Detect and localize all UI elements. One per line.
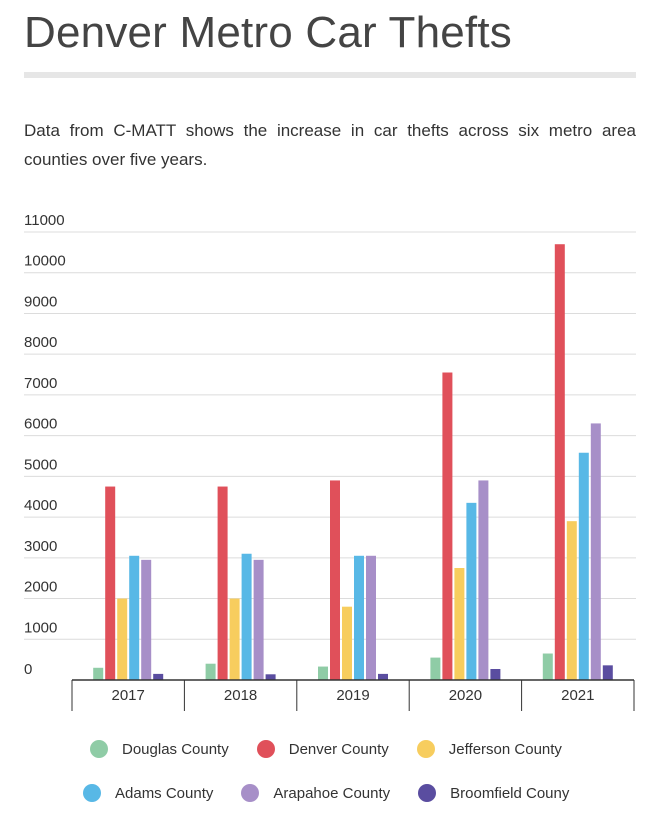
legend-swatch [241,784,260,802]
legend-item: Douglas County [90,740,229,758]
bar [117,598,128,680]
y-tick-label: 10000 [24,253,66,270]
bar [490,669,501,680]
bar [454,568,465,680]
bar [318,666,328,680]
bar [430,657,441,680]
bar [253,559,264,680]
legend-label: Adams County [115,784,214,802]
x-tick-label: 2021 [561,687,594,704]
bar [93,667,104,680]
bar [265,674,276,680]
legend-row: Douglas County Denver County Jefferson Cou… [90,740,590,758]
bar [241,553,252,680]
x-axis: 2017 2018 2019 2020 2021 [71,679,635,711]
y-axis-ticks: 0 1000 2000 3000 4000 5000 6000 7000 8000 9000 100… [24,212,66,678]
legend-swatch [90,740,108,758]
legend-item: Broomfield Couny [418,784,569,802]
bar [566,521,577,680]
y-tick-label: 0 [24,661,32,678]
chart-subtitle: Data from C-MATT shows the increase in c… [24,121,636,169]
y-tick-label: 5000 [24,456,57,473]
title-divider [24,72,636,78]
bar [578,452,589,680]
bar [442,372,453,680]
bar [554,244,565,680]
bar [217,486,228,680]
legend-row: Adams County Arapahoe County Broomfield Co… [83,784,597,802]
chart-title: Denver Metro Car Thefts [24,8,512,57]
bar [602,665,613,680]
legend-label: Denver County [288,740,389,758]
legend-item: Adams County [83,784,213,802]
x-tick-label: 2017 [112,687,145,704]
legend-item: Jefferson County [416,740,562,758]
legend-swatch [416,740,435,758]
legend-swatch [418,784,437,802]
bar [153,673,164,680]
bar [478,480,489,680]
legend-item: Denver County [256,740,389,758]
legend-label: Jefferson County [448,740,562,758]
bars [93,244,613,680]
bar [378,673,388,680]
y-tick-label: 4000 [24,497,57,514]
y-tick-label: 8000 [24,334,57,351]
y-tick-label: 11000 [24,212,65,229]
legend-label: Arapahoe County [273,784,391,802]
x-tick-label: 2018 [224,687,257,704]
bar [466,502,477,680]
legend-item: Arapahoe County [241,784,390,802]
legend-label: Douglas County [122,740,229,758]
bar [141,559,152,680]
y-tick-label: 1000 [24,619,57,636]
bar [542,653,553,680]
bar [590,423,601,680]
bar [342,606,352,680]
y-tick-label: 7000 [24,375,57,392]
x-tick-label: 2020 [449,687,482,704]
bar [354,555,364,680]
bar [330,480,340,680]
legend-swatch [256,740,275,758]
y-tick-label: 3000 [24,538,57,555]
bar [205,663,216,680]
y-tick-label: 2000 [24,579,57,596]
y-tick-label: 6000 [24,416,57,433]
bar [129,555,140,680]
legend-swatch [83,784,101,802]
y-tick-label: 9000 [24,293,57,310]
bar [229,598,240,680]
x-tick-label: 2019 [336,687,369,704]
legend-label: Broomfield Couny [450,784,570,802]
bar [105,486,116,680]
bar [366,555,376,680]
